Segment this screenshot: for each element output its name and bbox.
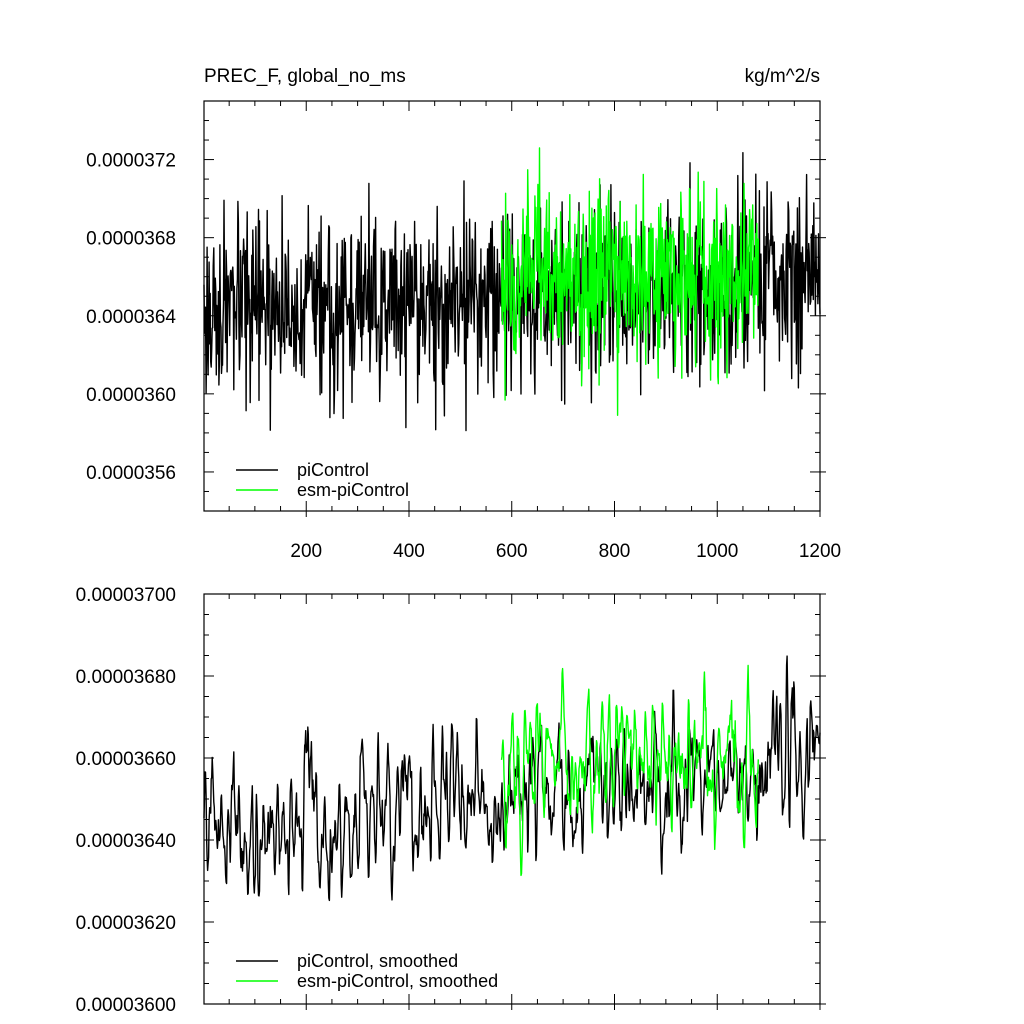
y-tick-label: 0.0000368 <box>86 229 176 250</box>
series-line-esm-picontrol-smoothed <box>500 664 759 877</box>
x-tick-label: 1000 <box>696 541 738 562</box>
legend-label-picontrol: piControl <box>297 460 369 480</box>
series-line-esm-picontrol <box>500 147 759 416</box>
y-tick-label: 0.0000372 <box>86 151 176 172</box>
bottom-legend: piControl, smoothed esm-piControl, smoot… <box>236 951 498 991</box>
top-legend: piControl esm-piControl <box>236 460 409 500</box>
series-line-picontrol-smoothed <box>203 655 821 902</box>
units-label: kg/m^2/s <box>745 66 820 87</box>
bottom-ticks-group: 0.00003600 0.00003620 0.00003640 0.00003660… <box>76 585 826 1016</box>
y-tick-label: 0.0000356 <box>86 463 176 484</box>
top-series-group <box>203 147 821 432</box>
top-ticks-group: 200 400 600 800 1000 1200 0.0000356 0.0000360 0.… <box>86 100 841 562</box>
x-tick-label: 200 <box>290 541 322 562</box>
chart-title: PREC_F, global_no_ms <box>204 66 406 87</box>
y-tick-label: 0.0000360 <box>86 385 176 406</box>
y-tick-label: 0.00003640 <box>76 831 176 852</box>
bottom-series-group <box>203 655 821 902</box>
y-tick-label: 0.00003680 <box>76 667 176 688</box>
x-tick-label: 400 <box>393 541 425 562</box>
top-panel: PREC_F, global_no_ms kg/m^2/s 200 400 600 8… <box>86 66 841 562</box>
y-tick-label: 0.00003700 <box>76 585 176 606</box>
x-tick-label: 1200 <box>799 541 841 562</box>
legend-label-esm-picontrol: esm-piControl <box>297 480 409 500</box>
y-tick-label: 0.00003600 <box>76 995 176 1016</box>
x-tick-label: 800 <box>599 541 631 562</box>
y-tick-label: 0.00003660 <box>76 749 176 770</box>
x-tick-label: 600 <box>496 541 528 562</box>
y-tick-label: 0.00003620 <box>76 913 176 934</box>
bottom-panel: 0.00003600 0.00003620 0.00003640 0.00003660… <box>76 585 826 1016</box>
y-tick-label: 0.0000364 <box>86 307 176 328</box>
legend-label-esm-picontrol-smoothed: esm-piControl, smoothed <box>297 971 498 991</box>
legend-label-picontrol-smoothed: piControl, smoothed <box>297 951 458 971</box>
